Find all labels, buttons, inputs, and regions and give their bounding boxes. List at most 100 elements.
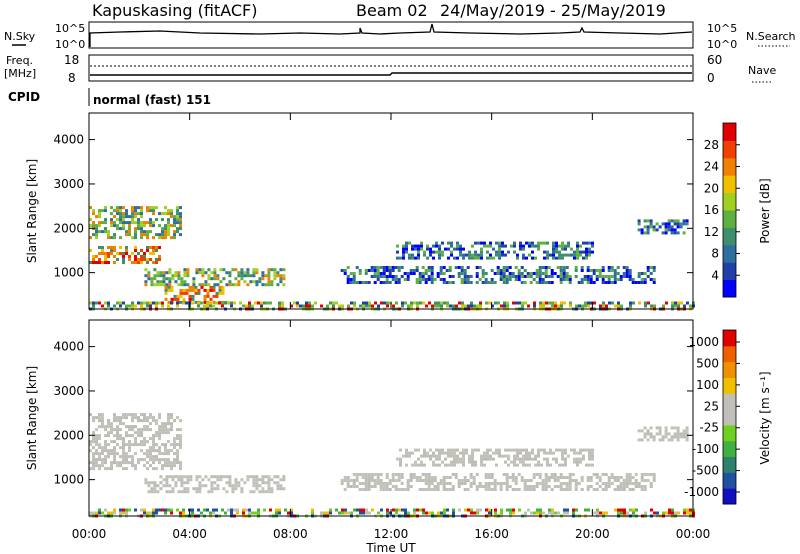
echo-cell — [143, 425, 146, 429]
echo-cell — [622, 485, 626, 488]
echo-cell — [616, 485, 620, 488]
echo-cell — [414, 463, 417, 467]
echo-cell — [506, 304, 509, 308]
echo-cell — [568, 485, 572, 488]
echo-cell — [204, 271, 208, 275]
echo-cell — [89, 449, 92, 453]
echo-cell — [176, 297, 180, 301]
echo-cell — [164, 288, 168, 292]
echo-cell — [379, 482, 383, 485]
echo-cell — [170, 422, 173, 426]
echo-cell — [427, 476, 431, 479]
echo-cell — [417, 253, 420, 257]
echo-cell — [646, 231, 650, 235]
echo-cell — [623, 508, 626, 512]
echo-cell — [442, 281, 446, 284]
echo-cell — [566, 508, 569, 512]
echo-cell — [128, 443, 131, 447]
echo-cell — [544, 479, 548, 482]
echo-cell — [574, 485, 578, 488]
echo-cell — [470, 508, 473, 512]
echo-cell — [625, 275, 629, 278]
echo-cell — [179, 218, 182, 222]
echo-cell — [122, 206, 125, 210]
echo-cell — [589, 278, 593, 281]
echo-cell — [486, 250, 489, 254]
echo-cell — [198, 268, 202, 272]
echo-cell — [176, 434, 179, 438]
echo-cell — [110, 218, 113, 222]
echo-cell — [255, 268, 259, 272]
echo-cell — [469, 275, 473, 278]
echo-cell — [179, 443, 182, 447]
echo-cell — [517, 269, 521, 272]
echo-cell — [646, 473, 650, 476]
echo-cell — [558, 244, 561, 248]
echo-cell — [146, 236, 149, 240]
echo-cell — [559, 266, 563, 269]
echo-cell — [437, 301, 440, 305]
echo-cell — [137, 416, 140, 420]
echo-cell — [444, 451, 447, 455]
echo-cell — [98, 413, 101, 417]
echo-cell — [607, 269, 611, 272]
echo-cell — [683, 304, 686, 308]
echo-cell — [180, 481, 184, 485]
echo-cell — [255, 280, 259, 284]
echo-cell — [408, 253, 411, 257]
echo-cell — [604, 482, 608, 485]
echo-cell — [255, 481, 259, 485]
echo-cell — [179, 419, 182, 423]
echo-cell — [361, 476, 365, 479]
echo-cell — [495, 463, 498, 467]
echo-cell — [101, 261, 104, 264]
echo-cell — [203, 300, 207, 304]
echo-cell — [459, 247, 462, 251]
echo-cell — [499, 278, 503, 281]
echo-cell — [182, 291, 186, 295]
echo-cell — [385, 266, 389, 269]
echo-cell — [140, 508, 143, 512]
echo-cell — [573, 451, 576, 455]
echo-cell — [502, 281, 506, 284]
echo-cell — [344, 511, 347, 515]
echo-cell — [231, 283, 235, 287]
echo-cell — [658, 432, 662, 436]
echo-cell — [134, 258, 137, 261]
echo-cell — [177, 271, 181, 275]
echo-cell — [544, 482, 548, 485]
echo-cell — [649, 473, 653, 476]
echo-cell — [670, 228, 674, 232]
echo-cell — [598, 275, 602, 278]
echo-cell — [677, 304, 680, 308]
echo-cell — [565, 278, 569, 281]
echo-cell — [442, 488, 446, 491]
echo-cell — [561, 244, 564, 248]
echo-cell — [470, 304, 473, 308]
echo-cell — [230, 304, 233, 308]
echo-cell — [273, 481, 277, 485]
echo-cell — [539, 304, 542, 308]
echo-cell — [164, 227, 167, 231]
echo-cell — [496, 269, 500, 272]
echo-cell — [496, 266, 500, 269]
echo-cell — [240, 274, 244, 278]
echo-cell — [590, 301, 593, 305]
echo-cell — [191, 288, 195, 292]
echo-cell — [255, 484, 259, 488]
echo-cell — [652, 435, 656, 439]
echo-cell — [517, 275, 521, 278]
echo-cell — [508, 485, 512, 488]
echo-cell — [113, 446, 116, 450]
echo-cell — [311, 511, 314, 515]
echo-cell — [152, 236, 155, 240]
echo-cell — [179, 227, 182, 231]
echo-cell — [538, 275, 542, 278]
echo-cell — [110, 246, 113, 249]
echo-cell — [119, 455, 122, 459]
echo-cell — [371, 304, 374, 308]
echo-cell — [525, 448, 528, 452]
echo-cell — [488, 511, 491, 515]
echo-cell — [368, 301, 371, 305]
echo-cell — [509, 508, 512, 512]
